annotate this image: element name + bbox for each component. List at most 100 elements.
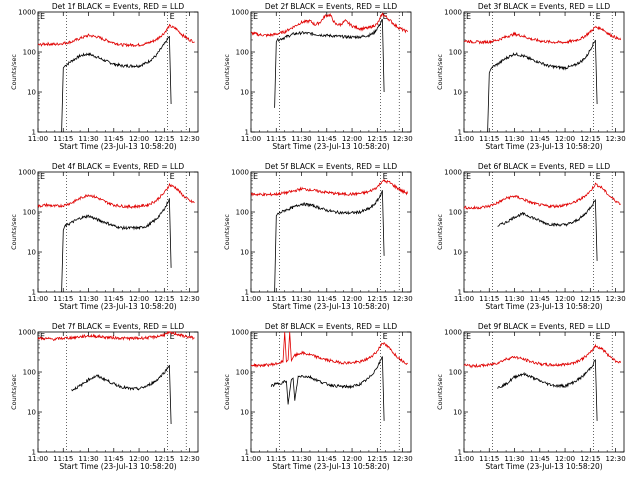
x-tick-label: 11:15 (479, 295, 499, 303)
x-tick-label: 11:45 (530, 135, 550, 143)
y-tick-label: 1 (458, 289, 462, 297)
y-tick-label: 100 (23, 369, 36, 377)
x-tick-label: 12:15 (367, 455, 387, 463)
axes-frame (463, 11, 625, 133)
x-tick-label: 11:30 (504, 135, 524, 143)
series-lld-line (251, 12, 408, 38)
series-lld-line (250, 331, 408, 369)
y-tick-label: 1000 (444, 329, 462, 337)
time-marker-label: E (170, 12, 175, 21)
x-tick-label: 12:30 (179, 295, 199, 303)
y-tick-label: 100 (236, 209, 249, 217)
x-tick-label: 11:00 (241, 135, 261, 143)
series-events-line (274, 190, 385, 293)
y-tick-label: 1 (32, 289, 36, 297)
x-tick-label: 12:15 (367, 135, 387, 143)
panel-title: Det 7f BLACK = Events, RED = LLD (52, 322, 185, 331)
x-tick-label: 11:45 (104, 455, 124, 463)
panel-title: Det 2f BLACK = Events, RED = LLD (265, 2, 398, 11)
corner-marker-label: E (466, 12, 471, 21)
x-tick-label: 11:00 (454, 135, 474, 143)
x-tick-label: 12:00 (342, 135, 362, 143)
x-tick-label: 11:30 (78, 455, 98, 463)
y-axis-label: Counts/sec (223, 214, 231, 250)
corner-marker-label: E (466, 332, 471, 341)
y-tick-label: 1000 (18, 169, 36, 177)
x-tick-label: 11:00 (454, 295, 474, 303)
axes-frame (37, 331, 199, 453)
y-axis-label: Counts/sec (436, 54, 444, 90)
series-lld-line (463, 25, 621, 45)
panel-det-2: Det 2f BLACK = Events, RED = LLD 11:00 11:… (223, 2, 413, 151)
y-tick-label: 1000 (444, 9, 462, 17)
series-events-line (497, 198, 598, 261)
x-tick-label: 12:00 (129, 135, 149, 143)
y-tick-label: 10 (240, 409, 249, 417)
x-tick-label: 11:30 (78, 295, 98, 303)
x-tick-label: 12:30 (392, 455, 412, 463)
x-tick-label: 12:15 (580, 455, 600, 463)
x-tick-label: 12:00 (342, 455, 362, 463)
x-tick-label: 11:15 (266, 295, 286, 303)
x-tick-label: 11:30 (504, 455, 524, 463)
y-tick-label: 100 (449, 209, 462, 217)
series-lld-line (250, 179, 408, 197)
y-tick-label: 1000 (231, 329, 249, 337)
y-tick-label: 10 (27, 89, 36, 97)
time-marker-label: E (170, 332, 175, 341)
x-tick-label: 11:45 (104, 295, 124, 303)
time-marker-label: E (170, 172, 175, 181)
corner-marker-label: E (466, 172, 471, 181)
x-tick-label: 11:00 (28, 295, 48, 303)
y-axis-label: Counts/sec (10, 374, 18, 410)
x-tick-label: 12:00 (342, 295, 362, 303)
series-lld-line (37, 182, 195, 210)
panel-title: Det 9f BLACK = Events, RED = LLD (478, 322, 611, 331)
y-axis-label: Counts/sec (223, 374, 231, 410)
y-tick-label: 100 (23, 209, 36, 217)
x-tick-label: 11:15 (53, 135, 73, 143)
y-tick-label: 100 (449, 49, 462, 57)
y-tick-label: 100 (236, 49, 249, 57)
x-axis-label: Start Time (23-Jul-13 10:58:20) (59, 142, 176, 151)
x-tick-label: 11:45 (530, 455, 550, 463)
x-tick-label: 11:45 (104, 135, 124, 143)
panel-det-9: Det 9f BLACK = Events, RED = LLD 11:00 11:… (436, 322, 626, 471)
x-tick-label: 11:00 (454, 455, 474, 463)
panel-det-5: Det 5f BLACK = Events, RED = LLD 11:00 11:… (223, 162, 413, 311)
y-tick-label: 1000 (18, 329, 36, 337)
time-marker-label: E (383, 332, 388, 341)
y-tick-label: 1000 (231, 9, 249, 17)
y-tick-label: 1 (245, 289, 249, 297)
x-tick-label: 11:15 (53, 295, 73, 303)
axes-frame (37, 171, 199, 293)
series-lld-line (463, 343, 621, 369)
x-tick-label: 12:15 (154, 295, 174, 303)
panel-det-8: Det 8f BLACK = Events, RED = LLD 11:00 11:… (223, 322, 413, 471)
time-marker-label: E (596, 12, 601, 21)
axes-frame (37, 11, 199, 133)
x-tick-label: 11:15 (266, 135, 286, 143)
panel-title: Det 6f BLACK = Events, RED = LLD (478, 162, 611, 171)
series-events-line (497, 358, 598, 421)
x-axis-label: Start Time (23-Jul-13 10:58:20) (59, 302, 176, 311)
x-tick-label: 12:30 (179, 455, 199, 463)
y-tick-label: 10 (453, 89, 462, 97)
x-tick-label: 12:30 (605, 295, 625, 303)
series-events-line (274, 18, 385, 108)
x-axis-label: Start Time (23-Jul-13 10:58:20) (485, 462, 602, 471)
panel-title: Det 5f BLACK = Events, RED = LLD (265, 162, 398, 171)
y-tick-label: 1 (245, 129, 249, 137)
y-tick-label: 1000 (444, 169, 462, 177)
y-axis-label: Counts/sec (223, 54, 231, 90)
series-lld-line (37, 330, 195, 342)
corner-marker-label: E (253, 172, 258, 181)
corner-marker-label: E (40, 172, 45, 181)
x-axis-label: Start Time (23-Jul-13 10:58:20) (272, 302, 389, 311)
y-axis-label: Counts/sec (436, 214, 444, 250)
x-tick-label: 11:45 (317, 135, 337, 143)
x-tick-label: 12:00 (129, 295, 149, 303)
corner-marker-label: E (253, 12, 258, 21)
series-lld-line (463, 182, 621, 210)
x-axis-label: Start Time (23-Jul-13 10:58:20) (485, 302, 602, 311)
